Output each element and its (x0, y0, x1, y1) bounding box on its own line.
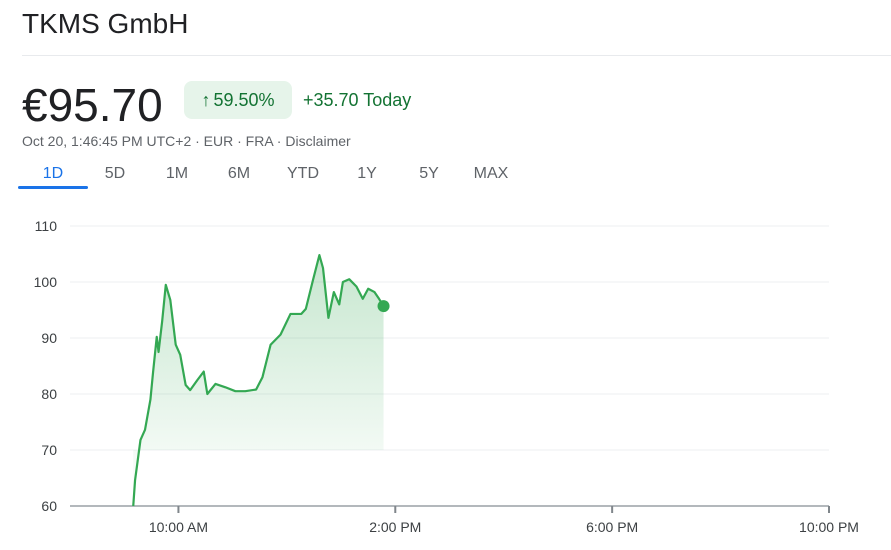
y-tick-label: 90 (41, 330, 57, 346)
y-tick-label: 110 (35, 218, 58, 234)
area-fill (133, 255, 384, 506)
x-tick-label: 6:00 PM (586, 519, 638, 535)
change-badge: ↑ 59.50% (184, 81, 292, 119)
price-meta: Oct 20, 1:46:45 PM UTC+2 · EUR · FRA · D… (22, 133, 351, 149)
price-line (132, 254, 385, 507)
x-tick-label: 10:00 PM (799, 519, 859, 535)
tab-5d[interactable]: 5D (104, 165, 126, 182)
y-tick-label: 80 (41, 386, 57, 402)
tab-ytd[interactable]: YTD (287, 165, 319, 182)
page-title: TKMS GmbH (22, 8, 189, 39)
range-tabs: 1D 5D 1M 6M YTD 1Y 5Y MAX (18, 165, 522, 189)
current-price-dot (377, 300, 390, 313)
x-tick-label: 2:00 PM (369, 519, 421, 535)
y-tick-label: 70 (41, 442, 57, 458)
change-today: +35.70 Today (303, 90, 412, 110)
tab-5y[interactable]: 5Y (419, 165, 439, 182)
tab-1d[interactable]: 1D (18, 165, 88, 189)
x-tick-label: 10:00 AM (149, 519, 208, 535)
change-percent: 59.50% (213, 89, 275, 110)
tab-6m[interactable]: 6M (227, 165, 251, 182)
tab-1m[interactable]: 1M (165, 165, 189, 182)
tab-max[interactable]: MAX (473, 165, 509, 182)
y-tick-label: 100 (34, 274, 58, 290)
tab-1y[interactable]: 1Y (357, 165, 377, 182)
divider (22, 55, 891, 56)
y-tick-label: 60 (41, 498, 57, 514)
current-price: €95.70 (22, 79, 163, 131)
arrow-up-icon: ↑ (201, 89, 211, 110)
